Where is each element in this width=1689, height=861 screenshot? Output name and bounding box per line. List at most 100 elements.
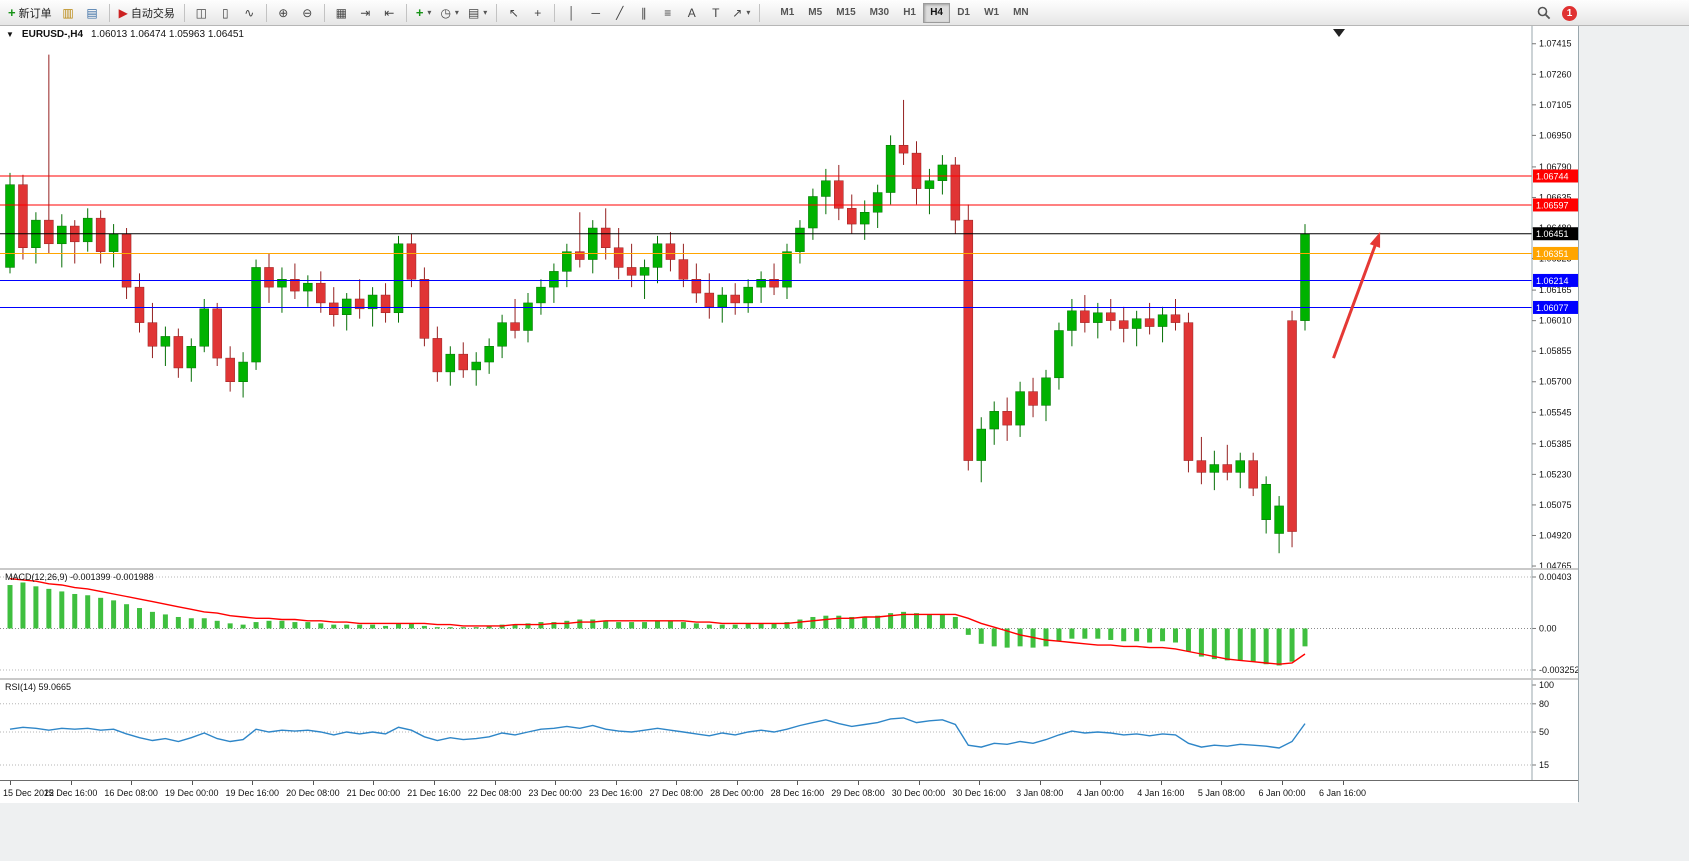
fibonacci-icon: ≡ [664,5,672,20]
price-tag-1.06214 [1533,273,1578,287]
fibonacci-button[interactable]: ≡ [656,2,679,24]
crosshair-button[interactable]: + [526,2,549,24]
search-button[interactable] [1532,2,1555,24]
svg-text:15: 15 [1539,760,1549,770]
channel-button[interactable]: ∥ [632,2,655,24]
chart-ohlc-values: 1.06013 1.06474 1.05963 1.06451 [91,29,244,40]
candlestick-chart-icon: ▯ [222,5,229,20]
price-chart[interactable]: 1.07415 1.07260 1.07105 1.06950 1.06790 1.066… [0,26,1578,568]
rsi-line [9,717,1306,749]
chart-symbol-period: EURUSD-,H4 [21,29,84,40]
svg-text:1.04765: 1.04765 [1539,561,1572,568]
trend-arrow-annotation[interactable] [1332,231,1381,359]
zoom-in-button[interactable]: ⊕ [272,2,295,24]
line-chart-button[interactable]: ∿ [238,2,261,24]
indicators-icon: + [415,5,424,20]
timeframe-button-D1[interactable]: D1 [950,3,977,23]
periods-button[interactable]: ◷ ▾ [436,2,463,24]
svg-text:100: 100 [1539,680,1554,690]
svg-text:80: 80 [1539,699,1549,709]
auto-scroll-button[interactable]: ⇥ [354,2,377,24]
price-axis[interactable]: 1.07415 1.07260 1.07105 1.06950 1.06790 1.066… [1532,39,1578,568]
timeframe-button-H1[interactable]: H1 [896,3,923,23]
time-tick [70,781,72,785]
candles [5,54,1310,554]
text-label-icon: T [712,5,720,20]
text-button[interactable]: A [680,2,703,24]
timeframe-button-M5[interactable]: M5 [801,3,829,23]
toolbar-separator [265,3,267,22]
arrows-button[interactable]: ↗ ▾ [728,2,754,24]
profiles-button[interactable]: ▤ [81,2,104,24]
svg-text:1.06635: 1.06635 [1539,192,1572,202]
toolbar-separator [405,3,407,22]
zoom-out-icon: ⊖ [302,5,313,20]
timeframe-button-M30[interactable]: M30 [863,3,896,23]
trendline-button[interactable]: ╱ [608,2,631,24]
svg-text:1.06744: 1.06744 [1536,171,1569,181]
templates-button[interactable]: ▤ ▾ [464,2,491,24]
notification-badge[interactable]: 1 [1562,5,1577,21]
macd-signal-line [9,578,1306,665]
chart-shift-marker[interactable] [1333,29,1345,37]
time-axis[interactable]: 15 Dec 2022 15 Dec 16:00 16 Dec 08:00 19 De… [0,780,1578,803]
price-tag-1.06597 [1533,198,1578,212]
time-axis-label: 21 Dec 16:00 [407,788,461,798]
chevron-down-icon: ▾ [483,8,488,17]
rsi-panel: RSI(14) 59.0665 100 80 50 15 [0,680,1578,780]
time-tick [433,781,435,785]
time-tick [1039,781,1041,785]
macd-chart[interactable]: 0.00403 0.00 -0.003252 [0,570,1578,678]
chart-shift-icon: ⇤ [384,5,395,20]
time-tick [676,781,678,785]
line-chart-icon: ∿ [244,5,255,20]
svg-text:1.04920: 1.04920 [1539,530,1572,540]
time-axis-label: 22 Dec 08:00 [467,788,522,798]
time-axis-label: 5 Jan 08:00 [1197,788,1245,798]
timeframe-button-M15[interactable]: M15 [829,3,862,23]
svg-text:1.06597: 1.06597 [1536,200,1569,210]
rsi-chart[interactable]: 100 80 50 15 [0,680,1578,780]
panel-separator[interactable] [0,568,1578,570]
new-chart-button[interactable]: ▥ [57,2,80,24]
timeframe-button-M1[interactable]: M1 [773,3,801,23]
macd-histogram [7,582,1308,666]
time-axis-label: 19 Dec 16:00 [225,788,280,798]
svg-text:1.07260: 1.07260 [1539,69,1572,79]
svg-text:1.05545: 1.05545 [1539,407,1572,417]
zoom-out-button[interactable]: ⊖ [296,2,319,24]
quick-trade-arrow-icon[interactable]: ▼ [6,30,14,39]
text-label-button[interactable]: T [704,2,727,24]
svg-text:1.06351: 1.06351 [1536,249,1569,259]
chart-shift-button[interactable]: ⇤ [378,2,401,24]
price-tag-1.06351 [1533,246,1578,260]
indicators-button[interactable]: + ▾ [412,2,436,24]
bar-chart-button[interactable]: ◫ [190,2,213,24]
periods-clock-icon: ◷ [440,5,451,20]
timeframe-button-H4[interactable]: H4 [923,2,951,23]
svg-text:1.06010: 1.06010 [1539,316,1572,326]
time-axis-label: 29 Dec 08:00 [831,788,885,798]
timeframe-button-MN[interactable]: MN [1006,3,1036,23]
templates-icon: ▤ [467,5,480,20]
timeframe-button-W1[interactable]: W1 [977,3,1006,23]
auto-trading-button[interactable]: ▶ 自动交易 [115,2,179,24]
chart-info: ▼ EURUSD-,H4 1.06013 1.06474 1.05963 1.0… [6,29,244,40]
horizontal-line-button[interactable]: ─ [584,2,607,24]
horizontal-line-icon: ─ [591,5,601,20]
time-axis-label: 23 Dec 16:00 [588,788,643,798]
arrows-icon: ↗ [732,5,743,20]
svg-text:1.06077: 1.06077 [1536,303,1569,313]
chart-window: ▼ EURUSD-,H4 1.06013 1.06474 1.05963 1.0… [0,26,1579,803]
time-tick [918,781,920,785]
new-order-button[interactable]: + 新订单 [4,2,56,24]
svg-text:1.07105: 1.07105 [1539,100,1572,110]
new-order-label: 新订单 [18,7,52,20]
macd-panel: MACD(12,26,9) -0.001399 -0.001988 0.0040… [0,570,1578,678]
tile-windows-button[interactable]: ▦ [330,2,353,24]
vertical-line-button[interactable]: │ [560,2,583,24]
candlestick-chart-button[interactable]: ▯ [214,2,237,24]
time-axis-label: 20 Dec 08:00 [286,788,340,798]
panel-separator[interactable] [0,678,1578,680]
cursor-button[interactable]: ↖ [502,2,525,24]
